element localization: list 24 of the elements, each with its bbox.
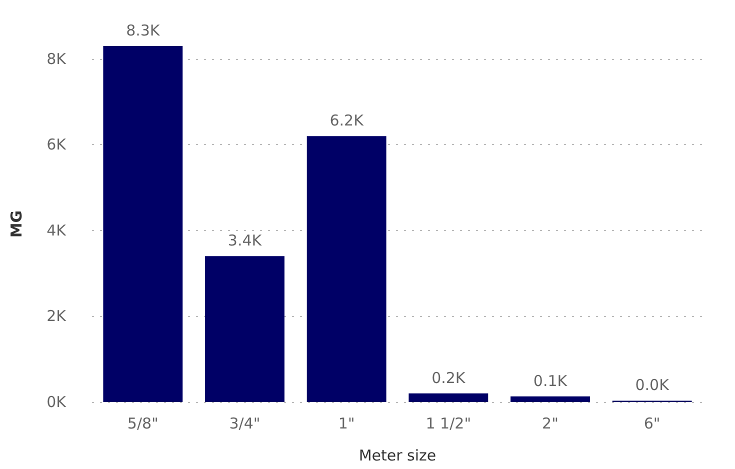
y-tick-label: 8K [46, 50, 68, 68]
bar [205, 256, 284, 402]
bar [510, 396, 590, 402]
y-tick-label: 2K [46, 307, 68, 326]
bar [103, 46, 183, 402]
x-tick-label: 5/8" [127, 414, 158, 432]
y-tick-label: 6K [46, 136, 68, 154]
data-label: 0.0K [635, 376, 670, 394]
x-tick-label: 1" [338, 414, 355, 432]
x-tick-label: 1 1/2" [426, 414, 472, 432]
data-label: 8.3K [126, 22, 161, 40]
bar [306, 136, 386, 402]
x-tick-label: 6" [644, 414, 660, 432]
data-label: 3.4K [228, 232, 263, 250]
data-label: 0.1K [533, 372, 568, 390]
x-axis-title: Meter size [358, 446, 436, 464]
y-tick-label: 0K [46, 393, 68, 411]
data-label: 0.2K [432, 368, 466, 387]
y-tick-label: 4K [46, 221, 68, 240]
x-tick-label: 2" [542, 414, 558, 432]
x-tick-label: 3/4" [229, 414, 260, 432]
data-label: 6.2K [330, 112, 365, 130]
bar [408, 393, 488, 402]
y-axis-title: MG [8, 210, 26, 238]
